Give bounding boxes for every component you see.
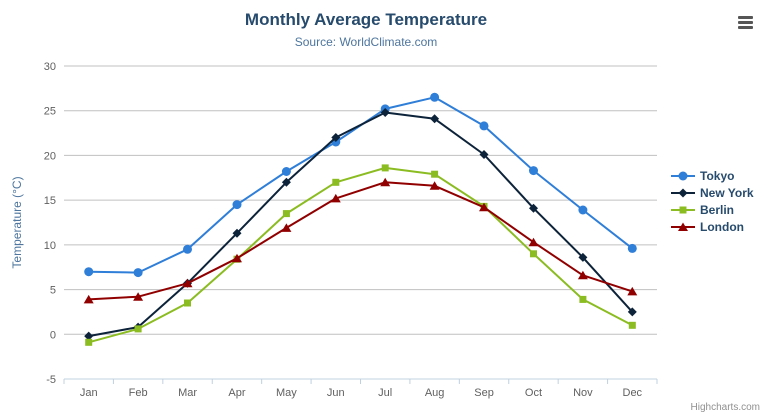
- data-point-berlin[interactable]: [381, 164, 389, 172]
- data-point-new-york[interactable]: [578, 252, 588, 262]
- data-point-london[interactable]: [429, 181, 440, 190]
- data-point-london[interactable]: [232, 253, 242, 263]
- series-line-new-york: [88, 111, 634, 338]
- data-point-new-york[interactable]: [232, 228, 242, 238]
- data-point-new-york[interactable]: [627, 307, 637, 317]
- x-axis-tick-label: Apr: [228, 387, 245, 399]
- legend-item-tokyo[interactable]: Tokyo: [671, 168, 754, 184]
- data-point-london[interactable]: [528, 237, 539, 247]
- x-axis-tick-label: Sep: [474, 387, 494, 399]
- legend-symbol-london[interactable]: [678, 222, 688, 232]
- y-axis-tick-label: 10: [44, 240, 56, 252]
- x-axis-tick-label: Jan: [80, 387, 98, 399]
- highcharts-credit[interactable]: Highcharts.com: [690, 402, 760, 413]
- legend-item-berlin[interactable]: Berlin: [671, 202, 754, 218]
- data-point-new-york[interactable]: [84, 331, 94, 341]
- data-point-tokyo[interactable]: [578, 205, 588, 215]
- data-point-london[interactable]: [182, 278, 193, 288]
- data-point-new-york[interactable]: [380, 108, 390, 117]
- legend-marker-triangle-icon: [671, 222, 695, 232]
- x-axis-tick-label: Mar: [178, 387, 197, 399]
- y-axis-tick-label: 25: [44, 106, 56, 118]
- series-line-tokyo: [88, 96, 633, 274]
- hamburger-icon: [738, 16, 753, 29]
- data-point-berlin[interactable]: [184, 299, 191, 307]
- data-point-tokyo[interactable]: [430, 92, 440, 102]
- data-point-tokyo[interactable]: [627, 243, 637, 253]
- data-point-new-york[interactable]: [331, 133, 341, 142]
- y-axis-title: Temperature (°C): [10, 176, 24, 268]
- legend: Tokyo New York Berlin London: [671, 168, 754, 236]
- legend-item-london[interactable]: London: [671, 219, 754, 235]
- data-point-berlin[interactable]: [134, 325, 142, 333]
- data-point-berlin[interactable]: [332, 178, 340, 186]
- series-line-berlin: [88, 166, 633, 344]
- x-axis-tick-label: Feb: [129, 387, 148, 399]
- chart-subtitle: Source: WorldClimate.com: [294, 35, 438, 49]
- data-point-new-york[interactable]: [430, 114, 440, 124]
- export-menu-button[interactable]: [735, 13, 756, 34]
- data-point-new-york[interactable]: [479, 150, 489, 159]
- chart-title: Monthly Average Temperature: [244, 10, 488, 29]
- data-point-london[interactable]: [330, 193, 341, 203]
- data-point-london[interactable]: [577, 270, 588, 280]
- legend-symbol-tokyo[interactable]: [678, 171, 688, 181]
- x-axis-tick-label: Oct: [525, 387, 542, 399]
- data-point-berlin[interactable]: [282, 210, 290, 218]
- x-axis-tick-label: Nov: [573, 387, 593, 399]
- legend-item-new-york[interactable]: New York: [671, 185, 754, 201]
- data-point-tokyo[interactable]: [529, 166, 538, 176]
- y-axis-tick-label: 30: [44, 61, 56, 73]
- data-point-tokyo[interactable]: [479, 121, 489, 131]
- x-axis-tick-label: Jul: [378, 387, 392, 399]
- legend-label: Tokyo: [700, 169, 735, 183]
- data-point-london[interactable]: [83, 294, 94, 304]
- data-point-new-york[interactable]: [529, 203, 538, 213]
- data-point-london[interactable]: [627, 286, 638, 296]
- y-axis-tick-label: 0: [50, 329, 56, 341]
- data-point-tokyo[interactable]: [183, 244, 192, 254]
- x-axis-tick-label: May: [276, 387, 297, 399]
- x-axis-tick-label: Jun: [327, 387, 345, 399]
- data-point-london[interactable]: [380, 177, 391, 187]
- legend-marker-square-icon: [671, 206, 695, 214]
- y-axis-tick-label: -5: [46, 374, 56, 386]
- x-axis-tick-label: Aug: [425, 387, 445, 399]
- y-axis-tick-label: 20: [44, 150, 56, 162]
- data-point-tokyo[interactable]: [281, 167, 291, 176]
- data-point-berlin[interactable]: [579, 295, 587, 303]
- data-point-london[interactable]: [281, 223, 292, 232]
- series-line-london: [88, 181, 633, 301]
- legend-symbol-new-york[interactable]: [678, 188, 688, 198]
- legend-marker-diamond-icon: [671, 188, 695, 198]
- legend-symbol-berlin[interactable]: [679, 206, 687, 214]
- legend-label: New York: [700, 186, 754, 200]
- data-point-london[interactable]: [133, 292, 144, 301]
- data-point-tokyo[interactable]: [133, 268, 143, 278]
- data-point-london[interactable]: [479, 202, 489, 212]
- data-point-berlin[interactable]: [85, 338, 93, 346]
- data-point-berlin[interactable]: [431, 170, 439, 178]
- data-point-berlin[interactable]: [628, 321, 636, 329]
- data-point-tokyo[interactable]: [232, 200, 242, 210]
- y-axis-tick-label: 15: [44, 195, 56, 207]
- legend-marker-circle-icon: [671, 171, 695, 181]
- legend-label: London: [700, 220, 744, 234]
- data-point-tokyo[interactable]: [84, 267, 94, 277]
- y-axis-tick-label: 5: [50, 285, 56, 297]
- data-point-new-york[interactable]: [281, 177, 291, 187]
- data-point-berlin[interactable]: [530, 250, 537, 258]
- legend-label: Berlin: [700, 203, 735, 217]
- x-axis-tick-label: Dec: [623, 387, 643, 399]
